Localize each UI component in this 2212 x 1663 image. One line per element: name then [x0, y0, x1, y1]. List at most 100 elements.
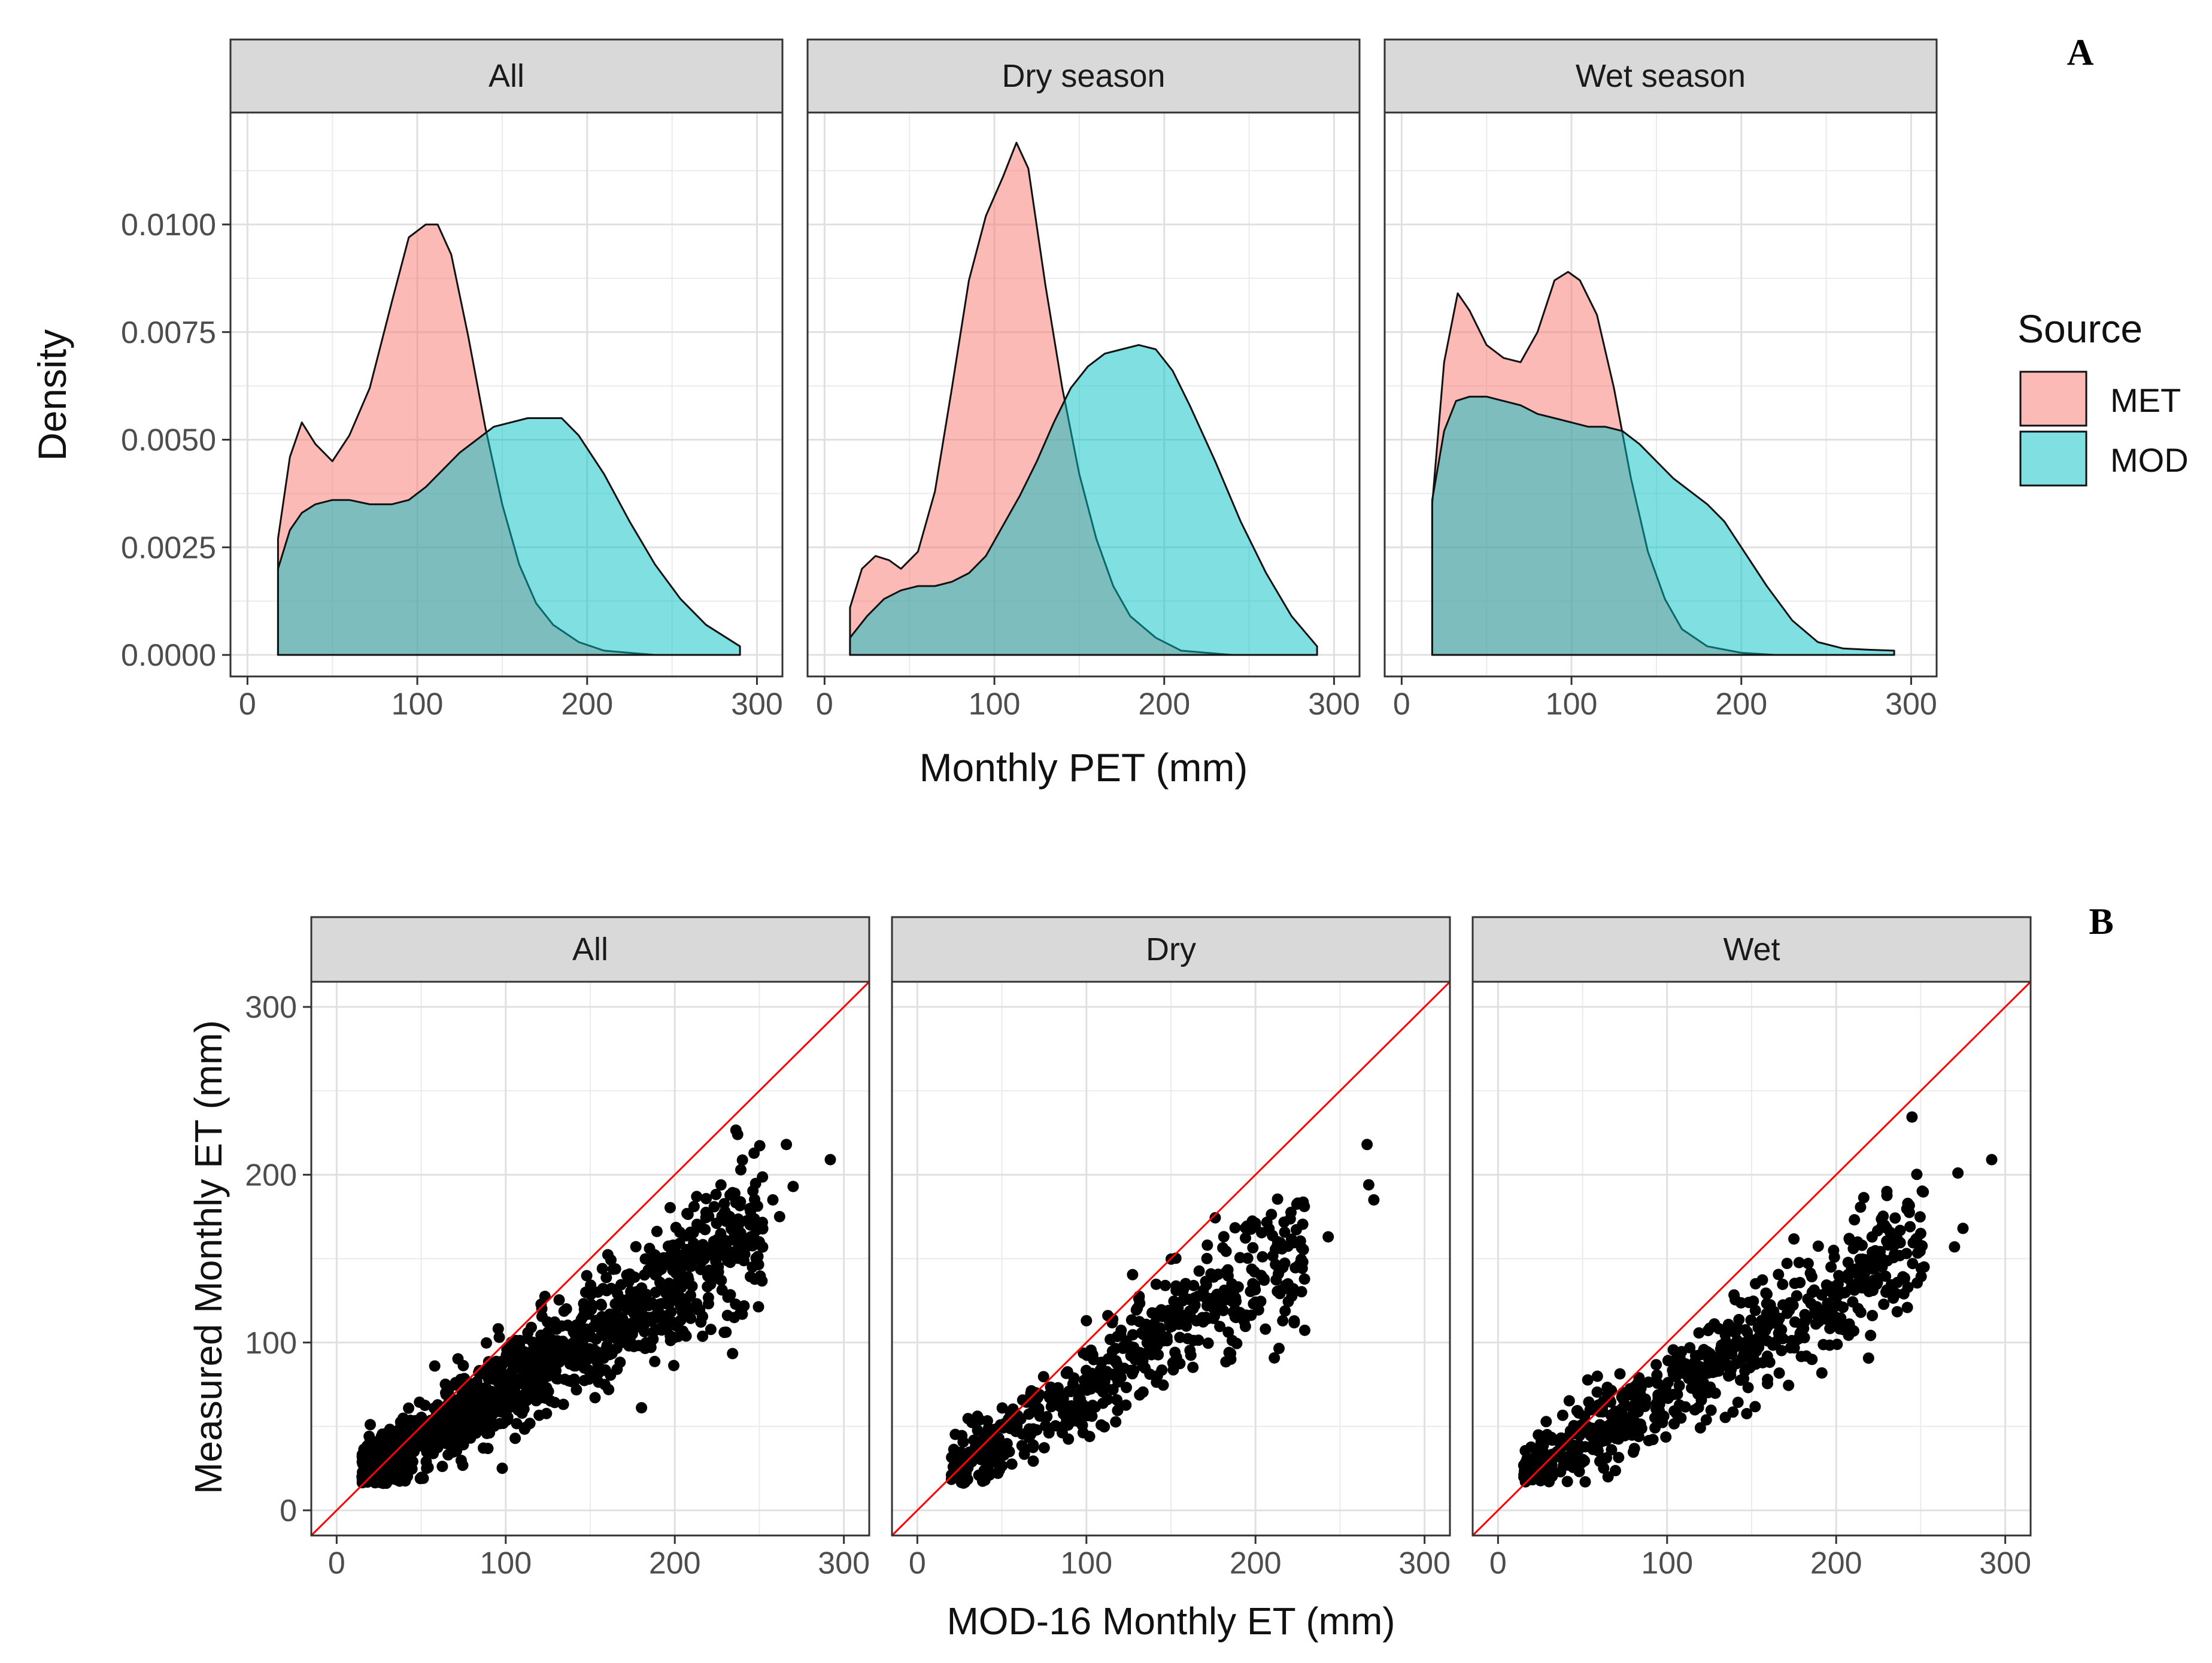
scatter-point: [1282, 1295, 1294, 1307]
scatter-point: [726, 1223, 738, 1235]
scatter-point: [682, 1271, 694, 1283]
scatter-point: [1949, 1241, 1961, 1253]
scatter-point: [612, 1334, 624, 1346]
scatter-point: [1072, 1412, 1084, 1424]
scatter-point: [588, 1321, 600, 1333]
scatter-point: [1635, 1382, 1647, 1394]
panel-b-facet-all: All 0 100 200 300 0 100 200 300: [245, 916, 870, 1580]
scatter-point: [1218, 1304, 1229, 1316]
x-tick-label: 0: [909, 1546, 926, 1580]
scatter-point: [1125, 1350, 1137, 1362]
scatter-point: [715, 1179, 727, 1191]
scatter-point: [1802, 1258, 1814, 1270]
scatter-point: [1647, 1434, 1659, 1446]
scatter-point: [529, 1368, 541, 1380]
scatter-point: [1004, 1422, 1016, 1434]
x-tick-label: 200: [1715, 687, 1767, 721]
scatter-point: [1897, 1271, 1909, 1283]
scatter-point: [1731, 1334, 1743, 1346]
scatter-point: [1917, 1186, 1929, 1198]
scatter-point: [541, 1407, 553, 1419]
scatter-point: [496, 1462, 508, 1474]
scatter-point: [1027, 1442, 1039, 1453]
scatter-point: [1272, 1193, 1283, 1205]
density-curve-mod: [277, 417, 741, 656]
scatter-points: [1518, 1111, 1998, 1488]
scatter-point: [1789, 1335, 1801, 1347]
scatter-point: [499, 1383, 511, 1395]
scatter-point: [1543, 1431, 1555, 1443]
scatter-point: [739, 1242, 751, 1254]
scatter-point: [1597, 1436, 1609, 1447]
scatter-point: [1862, 1352, 1874, 1364]
y-tick-label: 0: [280, 1494, 297, 1528]
scatter-point: [735, 1307, 747, 1319]
panel-a-facet-wet-season: Wet season 0 100 200 300: [1383, 38, 1938, 721]
scatter-point: [1043, 1427, 1055, 1439]
scatter-point: [1361, 1139, 1373, 1151]
scatter-point: [1121, 1382, 1132, 1394]
scatter-point: [1901, 1301, 1913, 1313]
scatter-point: [744, 1203, 756, 1215]
scatter-point: [1689, 1350, 1701, 1362]
scatter-point: [1012, 1415, 1024, 1427]
scatter-point: [419, 1400, 431, 1412]
scatter-point: [553, 1294, 565, 1306]
scatter-point: [1618, 1394, 1630, 1406]
scatter-point: [956, 1430, 968, 1442]
scatter-point: [1225, 1348, 1237, 1359]
y-tick-label: 200: [245, 1158, 297, 1193]
scatter-point: [539, 1353, 551, 1365]
scatter-point: [1218, 1231, 1230, 1243]
scatter-point: [1047, 1389, 1059, 1401]
scatter-point: [1865, 1330, 1877, 1342]
x-tick-label: 0: [239, 687, 256, 721]
y-tick-label: 300: [245, 990, 297, 1025]
legend-label-met: MET: [2110, 381, 2181, 419]
scatter-point: [670, 1222, 682, 1233]
scatter-point: [357, 1476, 369, 1488]
scatter-point: [1743, 1333, 1755, 1345]
scatter-point: [1651, 1369, 1663, 1381]
panel-border: [1471, 981, 2032, 1537]
scatter-point: [1613, 1452, 1625, 1464]
scatter-point: [824, 1154, 836, 1166]
scatter-point: [480, 1412, 492, 1424]
facet-strip: [1471, 916, 2032, 983]
scatter-point: [1057, 1390, 1069, 1402]
scatter-point: [710, 1188, 722, 1200]
x-tick-label: 0: [1393, 687, 1410, 721]
scatter-point: [702, 1292, 714, 1304]
scatter-point: [1695, 1392, 1707, 1404]
scatter-point: [1161, 1331, 1173, 1343]
scatter-point: [1822, 1285, 1833, 1297]
scatter-point: [1901, 1248, 1913, 1260]
scatter-point: [1563, 1395, 1575, 1407]
scatter-point: [1112, 1331, 1124, 1342]
scatter-point: [1867, 1310, 1879, 1322]
scatter-point: [492, 1359, 504, 1371]
scatter-point: [1133, 1293, 1145, 1304]
scatter-point: [1957, 1222, 1969, 1234]
scatter-point: [600, 1271, 612, 1283]
scatter-point: [1257, 1251, 1269, 1263]
scatter-points: [356, 1124, 836, 1489]
scatter-point: [487, 1373, 499, 1385]
scatter-point: [474, 1365, 486, 1377]
scatter-point: [1918, 1261, 1930, 1273]
scatter-point: [1193, 1265, 1205, 1277]
scatter-point: [1914, 1211, 1926, 1223]
scatter-point: [1689, 1404, 1701, 1416]
scatter-point: [1650, 1359, 1662, 1371]
scatter-point: [439, 1378, 451, 1390]
scatter-point: [497, 1370, 509, 1382]
scatter-point: [386, 1473, 398, 1485]
scatter-point: [578, 1303, 590, 1315]
facet-strip-label: All: [572, 931, 608, 967]
scatter-point: [391, 1425, 403, 1437]
density-curves: [277, 223, 741, 656]
scatter-point: [736, 1154, 748, 1166]
scatter-point: [1719, 1329, 1731, 1341]
scatter-point: [547, 1334, 559, 1346]
scatter-point: [1820, 1303, 1832, 1315]
